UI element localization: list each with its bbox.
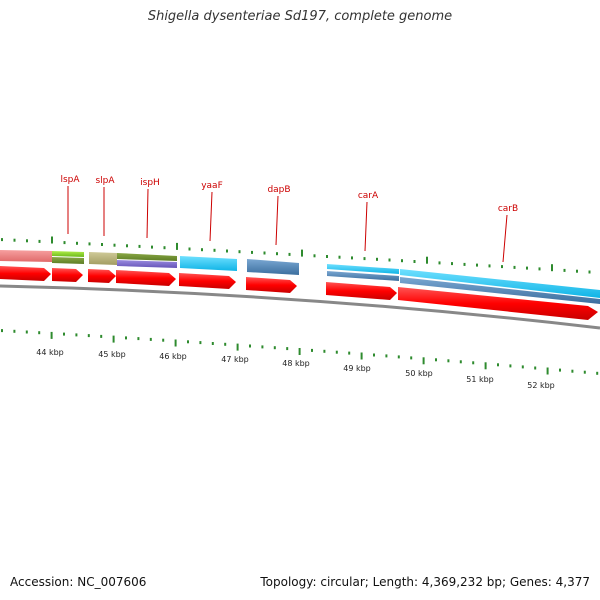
map-title: Shigella dysenteriae Sd197, complete gen…: [147, 9, 453, 24]
scale-label: 49 kbp: [343, 364, 371, 373]
gene-arrow-ispH[interactable]: [116, 270, 176, 286]
gene-label-slpA[interactable]: slpA: [95, 176, 115, 186]
feature-box-steel-carB[interactable]: [400, 277, 600, 304]
gene-label-carA[interactable]: carA: [358, 191, 379, 201]
accession-text: Accession: NC_007606: [10, 575, 147, 589]
scale-label: 46 kbp: [159, 352, 187, 361]
scale-label: 44 kbp: [36, 348, 64, 357]
feature-box-steel-carA[interactable]: [327, 271, 399, 281]
gene-arrow-yaaF[interactable]: [179, 273, 236, 289]
gene-arrow-lspA[interactable]: [52, 268, 83, 282]
gene-arrow-carB[interactable]: [398, 287, 598, 320]
scale-label: 51 kbp: [466, 375, 494, 384]
feature-box-green[interactable]: [52, 251, 84, 257]
gene-arrow-dapB[interactable]: [246, 277, 297, 293]
feature-box-pink[interactable]: [0, 250, 52, 262]
feature-track: [0, 250, 600, 304]
gene-arrow-track: [0, 266, 598, 320]
gene-leader-line: [209, 191, 213, 242]
scale-label: 50 kbp: [405, 369, 433, 378]
gene-arrow-slpA[interactable]: [88, 269, 116, 283]
scale-label: 45 kbp: [98, 350, 126, 359]
lower-tick-row: [1, 329, 599, 375]
gene-label-ispH[interactable]: ispH: [140, 178, 160, 188]
gene-leader-line: [364, 201, 368, 252]
feature-box-steel-dapB[interactable]: [247, 259, 299, 275]
gene-leader-line: [146, 188, 149, 239]
gene-leader-line: [275, 195, 279, 246]
upper-tick-row: [1, 236, 591, 274]
feature-box-darkgreen-2[interactable]: [117, 253, 177, 261]
scale-label-group: 44 kbp 45 kbp 46 kbp 47 kbp 48 kbp 49 kbp 50 k…: [36, 348, 555, 390]
gene-label-yaaF[interactable]: yaaF: [201, 181, 223, 191]
gene-arrow-carA[interactable]: [326, 282, 397, 300]
feature-box-cyan-yaaF[interactable]: [180, 256, 237, 271]
gene-label-dapB[interactable]: dapB: [267, 185, 290, 195]
scale-label: 52 kbp: [527, 381, 555, 390]
gene-arrow-1[interactable]: [0, 266, 51, 281]
gene-label-carB[interactable]: carB: [498, 204, 518, 214]
gene-label-group: lspA slpA ispH yaaF dapB carA carB: [60, 175, 518, 263]
genome-summary-text: Topology: circular; Length: 4,369,232 bp…: [260, 575, 590, 589]
feature-box-darkgreen[interactable]: [52, 257, 84, 264]
feature-box-cyan-carA[interactable]: [327, 264, 399, 274]
feature-box-purple[interactable]: [117, 260, 177, 268]
scale-label: 48 kbp: [282, 359, 310, 368]
gene-label-lspA[interactable]: lspA: [60, 175, 80, 185]
feature-box-olive[interactable]: [89, 252, 117, 265]
scale-label: 47 kbp: [221, 355, 249, 364]
feature-box-cyan-carB[interactable]: [400, 269, 600, 298]
gene-leader-line: [502, 214, 508, 263]
genome-backbone: [0, 284, 600, 330]
